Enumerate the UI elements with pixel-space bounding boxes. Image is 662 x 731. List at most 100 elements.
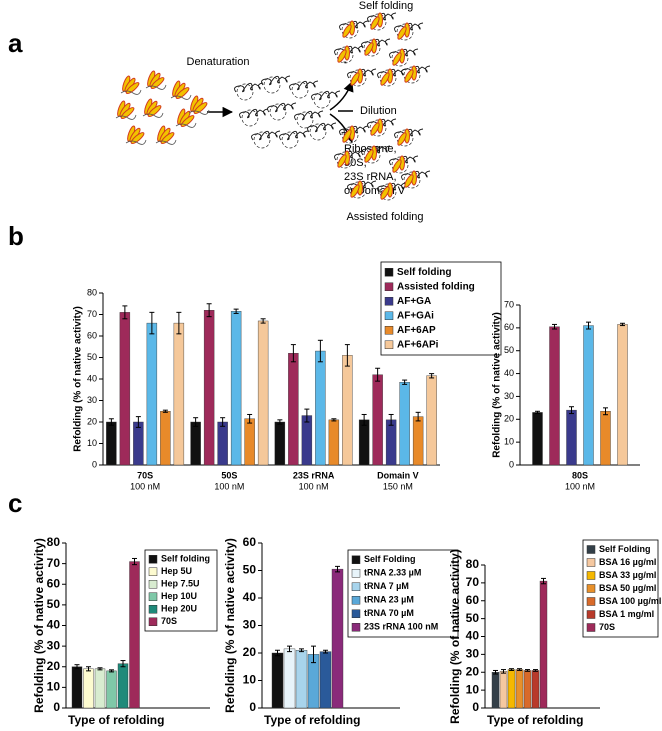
helix xyxy=(404,174,414,188)
y-tick-label: 10 xyxy=(504,437,514,447)
legend-label: Hep 10U xyxy=(161,591,197,601)
protein xyxy=(361,38,391,57)
helix xyxy=(380,186,390,200)
bar xyxy=(532,412,543,466)
bar xyxy=(83,668,94,709)
helix xyxy=(147,105,162,118)
x-axis-title: Type of refolding xyxy=(487,713,583,727)
legend-label: AF+GAi xyxy=(397,310,434,321)
error-bar xyxy=(247,413,253,424)
legend-box xyxy=(347,549,459,638)
helix xyxy=(180,115,195,128)
error-bar xyxy=(122,305,128,320)
protein xyxy=(188,95,210,115)
panel-label: c xyxy=(8,488,22,518)
x-tick-sublabel: 100 nM xyxy=(130,481,160,491)
bar xyxy=(315,350,326,466)
protein xyxy=(175,108,197,128)
legend-swatch xyxy=(586,558,596,567)
legend-swatch xyxy=(586,571,596,580)
legend-swatch xyxy=(586,597,596,606)
protein xyxy=(377,182,407,201)
protein xyxy=(389,155,419,174)
helix xyxy=(125,82,140,95)
y-tick-label: 70 xyxy=(504,299,514,309)
error-bar xyxy=(193,417,199,427)
coil xyxy=(241,109,259,127)
error-bar xyxy=(317,339,323,363)
bar xyxy=(583,325,594,466)
bar xyxy=(295,650,308,709)
legend-swatch xyxy=(148,592,158,601)
protein xyxy=(334,150,364,169)
coil xyxy=(261,75,291,86)
label: 23S rRNA, xyxy=(344,171,397,183)
legend-label: tRNA 23 µM xyxy=(364,595,414,605)
protein xyxy=(115,100,137,120)
legend-label: BSA 50 µg/ml xyxy=(599,583,656,593)
protein xyxy=(367,12,397,31)
error-bar xyxy=(415,411,421,422)
x-tick-label: 50S xyxy=(221,470,237,480)
bar xyxy=(71,666,83,709)
bar xyxy=(301,415,313,466)
protein xyxy=(334,45,364,64)
legend-label: BSA 16 µg/ml xyxy=(599,557,656,567)
error-bar xyxy=(120,660,126,668)
bar xyxy=(358,419,370,466)
protein xyxy=(294,110,324,129)
error-bar xyxy=(275,649,280,657)
protein xyxy=(361,145,391,164)
y-tick-label: 60 xyxy=(504,322,514,332)
error-bar xyxy=(162,409,168,413)
helix xyxy=(370,16,380,30)
protein xyxy=(289,80,319,99)
bar xyxy=(133,421,144,466)
bar xyxy=(385,419,397,466)
y-tick-label: 80 xyxy=(466,557,480,571)
legend-label: 70S xyxy=(599,622,615,632)
y-tick-label: 30 xyxy=(504,391,514,401)
bar xyxy=(271,652,284,709)
y-tick-label: 60 xyxy=(243,535,257,549)
coil xyxy=(309,123,327,141)
label: - xyxy=(343,56,347,68)
y-axis-title: Refolding (% of native activity) xyxy=(73,306,84,452)
legend-label: Self folding xyxy=(161,554,210,564)
protein xyxy=(145,70,167,90)
y-tick-label: 10 xyxy=(47,680,61,694)
y-tick-label: 50 xyxy=(504,345,514,355)
y-tick-label: 20 xyxy=(47,659,61,673)
helix xyxy=(175,87,190,100)
legend-swatch xyxy=(351,609,361,618)
legend-label: Assisted folding xyxy=(397,281,475,292)
y-tick-label: 40 xyxy=(466,629,480,643)
error-bar xyxy=(149,311,155,335)
bar xyxy=(230,311,242,466)
legend-label: 70S xyxy=(161,616,177,626)
y-tick-label: 70 xyxy=(466,575,480,589)
coil xyxy=(251,130,281,141)
y-tick-label: 20 xyxy=(504,414,514,424)
protein xyxy=(142,98,164,118)
legend-swatch xyxy=(384,268,394,277)
protein xyxy=(239,108,269,127)
legend-swatch xyxy=(148,580,158,589)
bar xyxy=(190,421,201,466)
coil xyxy=(236,83,254,101)
legend-swatch xyxy=(351,569,361,578)
legend-swatch xyxy=(351,582,361,591)
error-bar xyxy=(509,668,514,671)
bar xyxy=(426,375,437,466)
bar xyxy=(217,421,228,466)
y-axis-title: Refolding (% of native activity) xyxy=(448,549,462,724)
legend-swatch xyxy=(351,623,361,632)
bar xyxy=(283,648,296,709)
error-bar xyxy=(220,417,226,427)
error-bar xyxy=(375,367,381,382)
legend-swatch xyxy=(384,282,394,291)
error-bar xyxy=(233,308,239,314)
legend-label: AF+6APi xyxy=(397,339,439,350)
